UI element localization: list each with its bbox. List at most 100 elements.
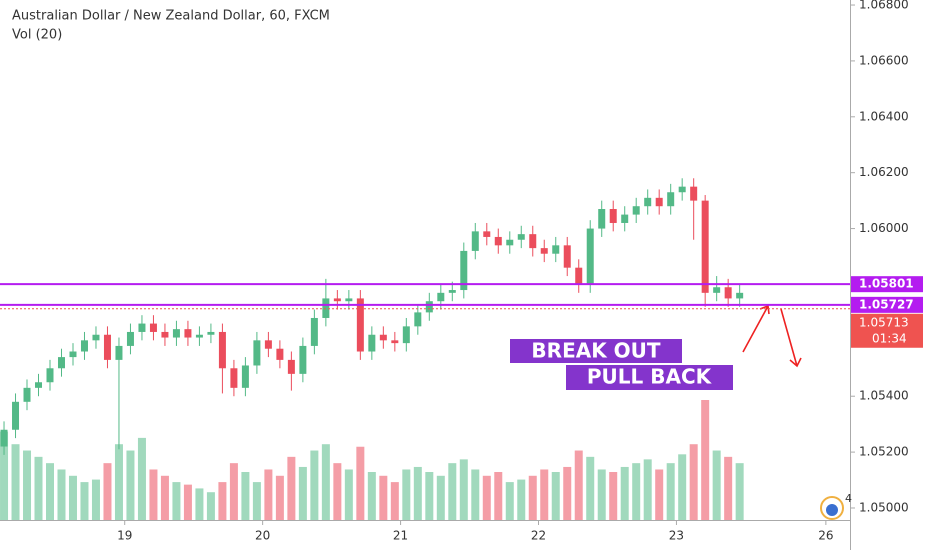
candle-body: [46, 368, 54, 383]
volume-bar: [310, 450, 319, 520]
candle-body: [655, 197, 663, 207]
candle-body: [448, 290, 456, 293]
volume-bar: [91, 479, 100, 520]
candle-body: [678, 186, 686, 193]
candle-body: [299, 345, 307, 374]
candle-body: [471, 231, 479, 251]
volume-bar: [540, 469, 549, 520]
volume-bar: [379, 475, 388, 520]
price-label-box: [851, 276, 923, 293]
volume-bar: [11, 444, 20, 520]
arrow-down: [780, 308, 802, 368]
volume-bar: [206, 492, 215, 520]
volume-bar: [402, 469, 411, 520]
volume-bar: [482, 475, 491, 520]
volume-bar: [459, 459, 468, 520]
volume-bar: [689, 444, 698, 520]
chart-title: Australian Dollar / New Zealand Dollar, …: [12, 9, 330, 24]
volume-bar: [425, 472, 434, 520]
candle-body: [621, 214, 629, 223]
volume-bar: [597, 469, 606, 520]
candle-body: [379, 334, 387, 341]
volume-bar: [23, 450, 32, 520]
x-tick-label: 19: [117, 529, 132, 543]
volume-bar: [666, 463, 675, 520]
candle-body: [368, 334, 376, 352]
volume-bar: [46, 463, 54, 520]
volume-bar: [126, 450, 135, 520]
candle-body: [540, 248, 548, 254]
candle-body: [356, 298, 364, 352]
volume-bar: [390, 482, 399, 520]
volume-bar: [80, 482, 89, 520]
volume-bar: [356, 446, 365, 520]
candle-body: [414, 312, 422, 327]
candle-body: [552, 245, 560, 254]
volume-bar: [367, 472, 376, 520]
volume-bar: [471, 469, 480, 520]
price-label-box: [851, 296, 923, 313]
y-tick-label: 1.05200: [859, 445, 909, 459]
candle-body: [126, 331, 134, 346]
candle-body: [598, 209, 606, 229]
candle-body: [218, 331, 226, 369]
candle-body: [690, 186, 698, 201]
candle-body: [644, 197, 652, 207]
volume-bar: [494, 472, 503, 520]
candle-body: [632, 206, 640, 215]
y-tick-label: 1.05400: [859, 389, 909, 403]
y-tick-label: 1.06800: [859, 0, 909, 12]
countdown-label: 01:34: [872, 331, 907, 345]
last-price-label: 1.05713: [859, 315, 909, 329]
volume-bar: [436, 475, 445, 520]
candle-body: [506, 239, 514, 246]
candle-body: [207, 331, 215, 335]
candle-body: [345, 298, 353, 302]
volume-bar: [655, 469, 664, 520]
volume-bar: [505, 482, 514, 520]
volume-bar: [252, 482, 261, 520]
x-tick-label: 20: [255, 529, 270, 543]
candle-body: [483, 231, 491, 237]
price-label: 1.05801: [859, 277, 914, 291]
volume-bar: [701, 400, 710, 520]
volume-bar: [218, 482, 227, 520]
volume-bar: [586, 456, 595, 520]
candle-body: [241, 365, 249, 388]
volume-bar: [517, 479, 526, 520]
volume-bar: [574, 450, 583, 520]
candle-body: [667, 192, 675, 207]
volume-bar: [264, 469, 273, 520]
volume-bar: [344, 469, 353, 520]
y-tick-label: 1.06600: [859, 53, 909, 67]
candle-body: [701, 200, 709, 293]
candle-body: [736, 292, 744, 299]
candle-body: [494, 236, 502, 246]
volume-bar: [551, 472, 560, 520]
candle-body: [609, 209, 617, 223]
annotation-box: [510, 339, 682, 363]
x-tick-label: 26: [818, 529, 833, 543]
volume-bar: [712, 450, 721, 520]
candle-body: [460, 250, 468, 291]
candle-body: [12, 401, 20, 430]
candle-body: [322, 298, 330, 318]
last-price-box: [851, 313, 923, 348]
candle-body: [23, 387, 31, 402]
volume-bar: [413, 466, 422, 520]
candle-body: [586, 228, 594, 285]
y-tick-label: 1.05000: [859, 500, 909, 514]
plot: [0, 178, 744, 520]
candle-body: [287, 359, 295, 374]
candle-body: [437, 292, 445, 302]
candle-body: [264, 340, 272, 349]
volume-bar: [149, 469, 158, 520]
volume-bar: [0, 431, 9, 520]
candle-body: [253, 340, 261, 366]
volume-bar: [57, 469, 66, 520]
candle-body: [115, 345, 123, 360]
volume-bar: [298, 466, 307, 520]
volume-bar: [241, 472, 250, 520]
